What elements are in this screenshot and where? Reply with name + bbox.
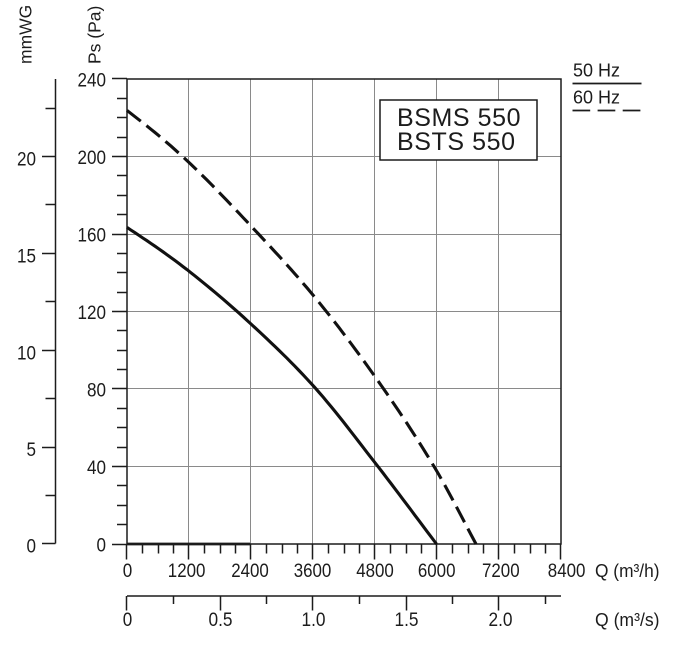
svg-text:BSMS 550: BSMS 550 — [397, 104, 521, 132]
svg-text:0: 0 — [123, 560, 133, 582]
svg-text:200: 200 — [78, 147, 107, 169]
svg-text:1.0: 1.0 — [302, 609, 326, 631]
svg-text:5: 5 — [27, 439, 37, 461]
svg-text:80: 80 — [87, 380, 106, 402]
svg-text:Q (m³/s): Q (m³/s) — [595, 609, 660, 630]
svg-text:1.5: 1.5 — [395, 609, 419, 631]
svg-text:BSTS 550: BSTS 550 — [397, 128, 515, 156]
svg-text:2.0: 2.0 — [489, 609, 513, 631]
svg-text:0: 0 — [123, 609, 133, 631]
svg-text:240: 240 — [78, 70, 107, 92]
svg-text:160: 160 — [78, 225, 107, 247]
svg-text:0: 0 — [27, 536, 37, 558]
svg-text:2400: 2400 — [231, 560, 269, 582]
svg-text:10: 10 — [17, 342, 36, 364]
svg-text:1200: 1200 — [168, 560, 206, 582]
svg-text:0.5: 0.5 — [209, 609, 233, 631]
svg-text:Ps (Pa): Ps (Pa) — [84, 6, 104, 64]
svg-text:20: 20 — [17, 149, 36, 171]
svg-text:3600: 3600 — [294, 560, 332, 582]
svg-text:60 Hz: 60 Hz — [573, 87, 620, 107]
svg-text:4800: 4800 — [356, 560, 394, 582]
svg-text:7200: 7200 — [482, 560, 520, 582]
svg-text:0: 0 — [97, 535, 107, 557]
svg-text:Q (m³/h): Q (m³/h) — [595, 560, 660, 581]
svg-text:6000: 6000 — [418, 560, 456, 582]
svg-text:120: 120 — [78, 302, 107, 324]
svg-text:15: 15 — [17, 246, 36, 268]
svg-text:8400: 8400 — [548, 560, 586, 582]
svg-text:40: 40 — [87, 457, 106, 479]
svg-text:mmWG: mmWG — [16, 5, 36, 64]
svg-text:50 Hz: 50 Hz — [573, 60, 620, 80]
